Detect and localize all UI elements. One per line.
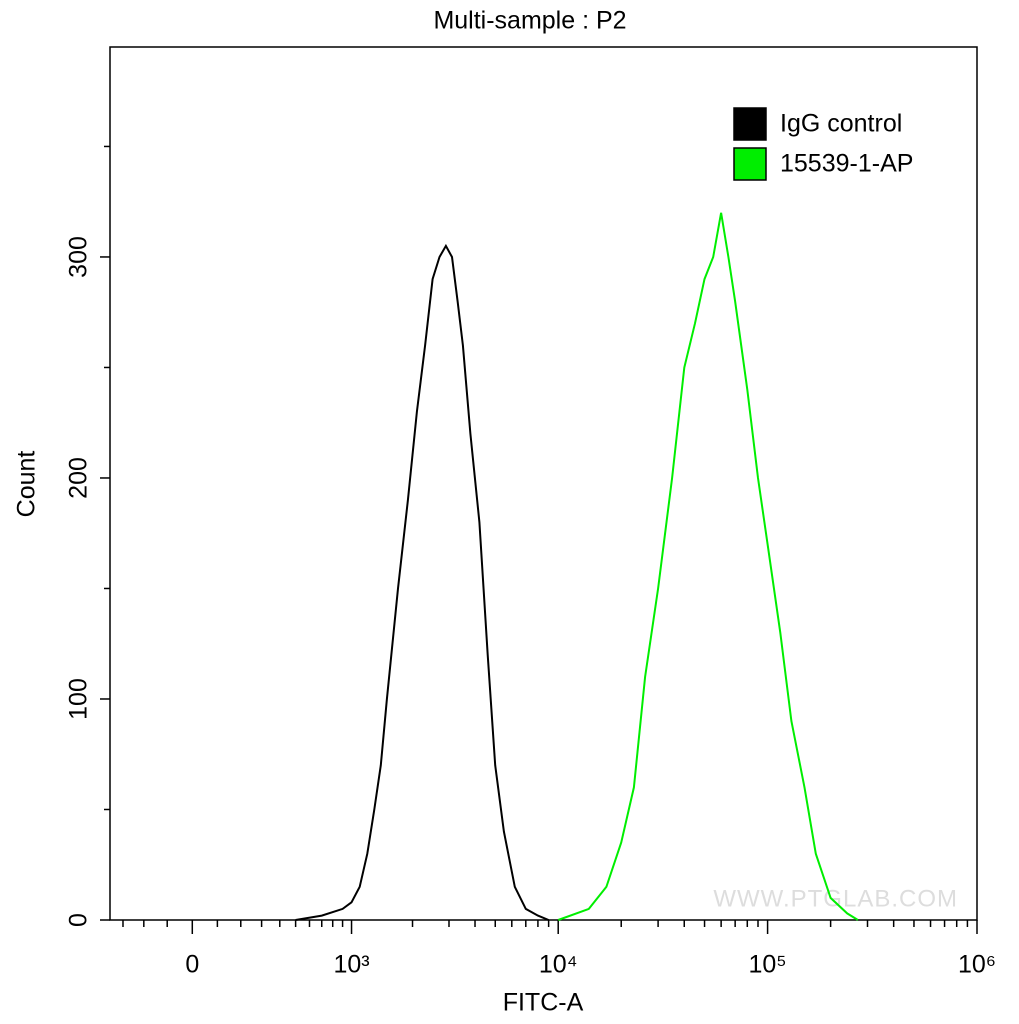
histogram-line <box>295 243 549 921</box>
x-axis-label: FITC-A <box>503 989 584 1017</box>
histogram-line <box>557 212 859 921</box>
y-tick-label: 0 <box>65 913 93 927</box>
y-tick-label: 200 <box>65 457 93 499</box>
y-axis-label: Count <box>13 451 41 518</box>
legend-label: IgG control <box>780 110 902 138</box>
x-tick-label: 0 <box>185 951 199 979</box>
x-tick-label: 10³ <box>333 951 369 979</box>
watermark: WWW.PTGLAB.COM <box>713 885 958 912</box>
x-tick-label: 10⁴ <box>539 951 578 979</box>
y-tick-label: 300 <box>65 236 93 278</box>
legend-swatch <box>733 107 767 141</box>
x-tick-label: 10⁶ <box>958 951 996 979</box>
x-tick-label: 10⁵ <box>749 951 787 979</box>
y-tick-label: 100 <box>65 678 93 720</box>
chart-title: Multi-sample : P2 <box>433 7 626 35</box>
plot-frame <box>109 46 978 921</box>
legend-swatch <box>733 147 767 181</box>
legend-label: 15539-1-AP <box>780 150 913 178</box>
